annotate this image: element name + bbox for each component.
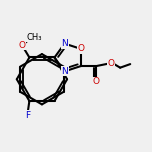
Text: O: O [93,77,100,86]
Text: O: O [19,41,26,50]
Text: F: F [25,111,30,120]
Text: O: O [77,44,84,53]
Text: CH₃: CH₃ [26,33,42,42]
Text: O: O [108,59,115,68]
Text: N: N [61,67,68,76]
Text: N: N [61,39,68,48]
